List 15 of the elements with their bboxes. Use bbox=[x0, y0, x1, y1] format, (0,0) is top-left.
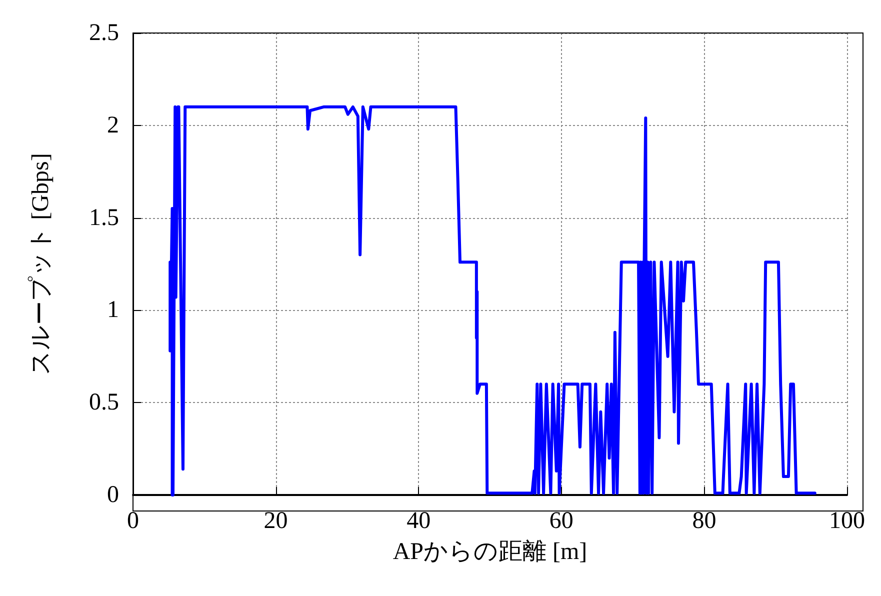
y-tick-label: 0.5 bbox=[89, 390, 119, 416]
y-axis-title: スループット [Gbps] bbox=[27, 153, 54, 375]
line-series bbox=[168, 105, 816, 496]
y-tick-label: 1.5 bbox=[89, 204, 119, 231]
x-tick-label: 20 bbox=[264, 508, 288, 534]
x-tick-label: 60 bbox=[549, 508, 574, 534]
y-tick-label: 1 bbox=[107, 297, 119, 324]
x-tick-label: 80 bbox=[692, 508, 716, 534]
x-axis-title: APからの距離 [m] bbox=[392, 539, 588, 565]
y-tick-label: 0 bbox=[107, 482, 119, 508]
y-tick-label: 2.5 bbox=[89, 20, 119, 46]
x-tick-label: 0 bbox=[127, 508, 139, 534]
x-tick-label: 100 bbox=[829, 508, 865, 534]
y-tick-label: 2 bbox=[107, 112, 119, 138]
x-tick-label: 40 bbox=[406, 508, 431, 534]
